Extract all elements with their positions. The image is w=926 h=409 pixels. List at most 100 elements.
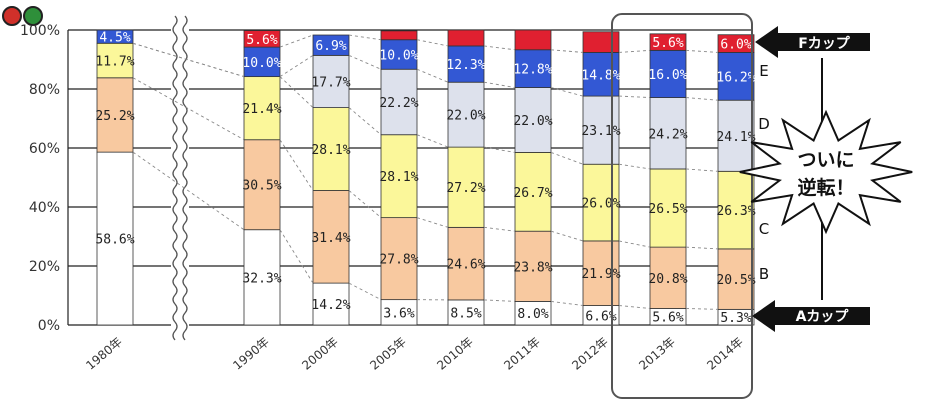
- bar-segment: [312, 282, 350, 326]
- data-label: 32.3%: [242, 271, 281, 286]
- data-label: 21.9%: [581, 267, 620, 282]
- trend-connector: [483, 146, 516, 153]
- data-label: 5.6%: [246, 33, 277, 48]
- y-tick-label: 0%: [38, 318, 60, 334]
- data-label: 27.2%: [446, 181, 485, 196]
- bar-segment: [380, 30, 418, 41]
- trend-connector: [279, 139, 314, 191]
- x-tick-label: 1990年: [230, 335, 272, 373]
- y-tick-label: 20%: [29, 259, 60, 275]
- data-label: 14.8%: [581, 68, 620, 83]
- trend-connector: [279, 229, 314, 284]
- data-label: 16.0%: [648, 68, 687, 83]
- bar-segment: [447, 299, 485, 326]
- trend-connector: [618, 240, 651, 248]
- data-label: 8.0%: [517, 307, 548, 322]
- trend-connector: [618, 49, 651, 53]
- trend-connector: [348, 107, 382, 136]
- y-tick-label: 100%: [20, 23, 60, 39]
- bar-segment: [380, 217, 418, 301]
- data-label: 20.8%: [648, 272, 687, 287]
- bar-segment: [243, 30, 281, 48]
- trend-connector: [618, 95, 651, 99]
- data-label: 8.5%: [450, 306, 481, 321]
- bar-segment: [717, 52, 755, 101]
- trend-connector: [348, 54, 382, 70]
- data-label: 12.3%: [446, 58, 485, 73]
- bar-segment: [582, 31, 620, 53]
- data-label: 23.1%: [581, 124, 620, 139]
- bar-segment: [96, 151, 134, 326]
- maximize-dot-icon[interactable]: [23, 6, 43, 26]
- bar-segment: [717, 34, 755, 53]
- cup-size-letter: D: [758, 115, 770, 133]
- trend-connector: [685, 49, 719, 53]
- data-label: 22.2%: [379, 96, 418, 111]
- cup-size-letter: C: [759, 220, 769, 238]
- bar-segment: [717, 170, 755, 250]
- close-dot-icon[interactable]: [2, 6, 22, 26]
- bar-segment: [514, 87, 552, 153]
- data-label: 6.0%: [720, 38, 751, 53]
- data-label: 3.6%: [383, 306, 414, 321]
- x-tick-label: 2012年: [569, 335, 611, 373]
- data-label: 12.8%: [513, 63, 552, 78]
- data-label: 24.1%: [716, 130, 755, 145]
- trend-connector: [416, 39, 449, 47]
- bar-segment: [312, 54, 350, 108]
- x-tick-label: 2014年: [704, 335, 746, 373]
- data-label: 26.5%: [648, 202, 687, 217]
- bar-segment: [514, 49, 552, 88]
- data-label: 5.6%: [652, 36, 683, 51]
- a-cup-label: Aカップ: [796, 309, 850, 325]
- starburst-text: 逆転！: [797, 176, 854, 199]
- data-label: 20.5%: [716, 273, 755, 288]
- data-label: 28.1%: [379, 170, 418, 185]
- axis-break-line: [172, 15, 178, 341]
- bar-segment: [96, 42, 134, 79]
- highlight-box: [611, 13, 753, 399]
- trend-connector: [550, 300, 584, 306]
- trend-connector: [348, 282, 382, 301]
- trend-connector: [550, 49, 584, 53]
- bar-segment: [649, 97, 687, 170]
- data-label: 22.0%: [446, 109, 485, 124]
- bar-segment: [649, 33, 687, 51]
- data-label: 24.2%: [648, 127, 687, 142]
- data-label: 21.4%: [242, 102, 281, 117]
- a-cup-arrow: [752, 300, 870, 332]
- trend-connector: [416, 134, 449, 148]
- data-label: 26.7%: [513, 186, 552, 201]
- trend-connector: [550, 152, 584, 165]
- data-label: 28.1%: [311, 143, 350, 158]
- bar-segment: [380, 68, 418, 136]
- data-label: 58.6%: [95, 233, 134, 248]
- data-label: 6.9%: [315, 39, 346, 54]
- data-label: 14.2%: [311, 298, 350, 313]
- bar-segment: [514, 29, 552, 51]
- data-label: 5.3%: [720, 311, 751, 326]
- data-label: 17.7%: [311, 75, 350, 90]
- data-label: 24.6%: [446, 258, 485, 273]
- bar-segment: [514, 152, 552, 232]
- bar-segment: [649, 49, 687, 98]
- x-tick-label: 2000年: [299, 335, 341, 373]
- trend-connector: [685, 246, 719, 250]
- trend-connector: [132, 42, 245, 78]
- starburst-shape: [739, 109, 913, 235]
- bar-segment: [717, 99, 755, 172]
- y-tick-label: 40%: [29, 200, 60, 216]
- trend-connector: [416, 68, 449, 83]
- bar-segment: [312, 107, 350, 191]
- data-label: 26.3%: [716, 204, 755, 219]
- f-cup-arrow: [755, 26, 870, 58]
- trend-connector: [348, 190, 382, 218]
- x-tick-label: 2005年: [367, 335, 409, 373]
- x-tick-label: 2013年: [636, 335, 678, 373]
- trend-connector: [685, 168, 719, 172]
- trend-connector: [279, 34, 314, 48]
- cup-size-letter: E: [759, 62, 768, 80]
- data-label: 6.6%: [585, 309, 616, 324]
- data-label: 30.5%: [242, 179, 281, 194]
- trend-connector: [279, 54, 314, 77]
